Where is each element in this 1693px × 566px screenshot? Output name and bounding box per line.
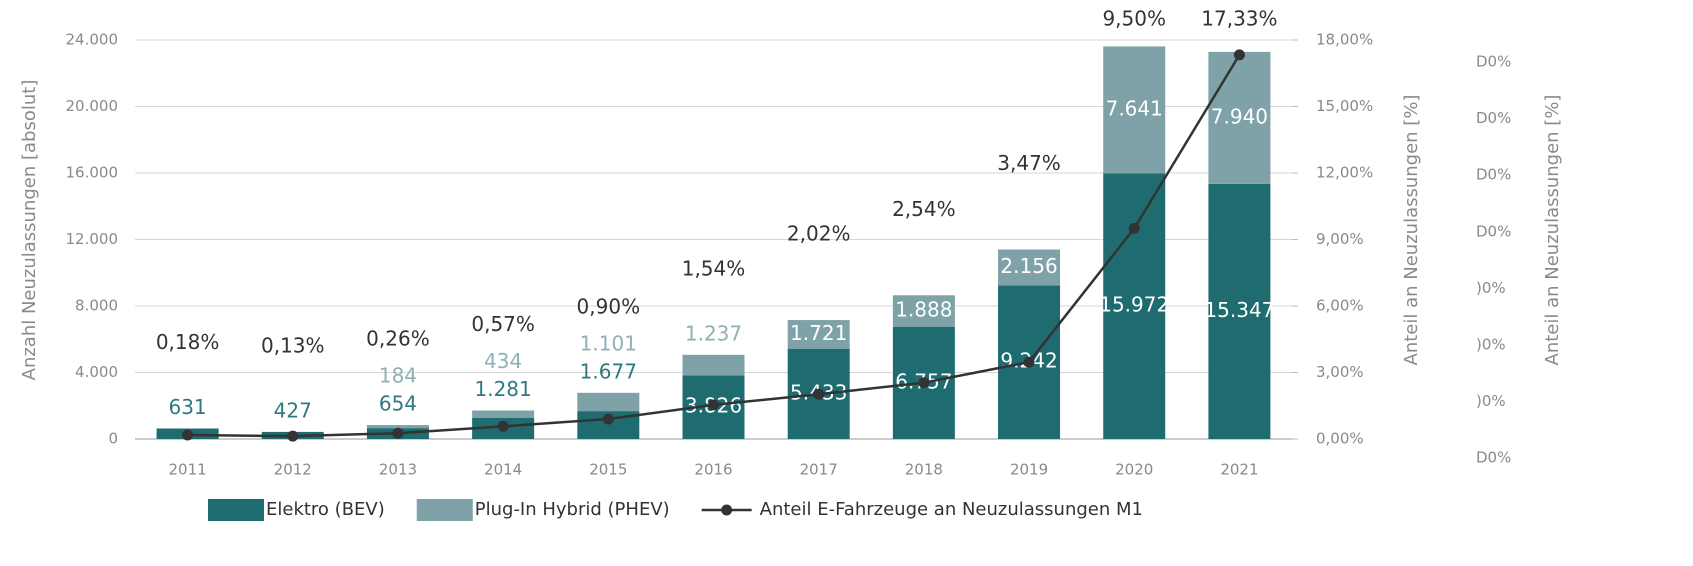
value-label: 631 <box>168 395 206 419</box>
y2-axis-title: Anteil an Neuzulassungen [%] <box>1401 95 1422 366</box>
line-marker <box>708 399 719 411</box>
bar-segment <box>366 425 429 429</box>
legend-label: Elektro (BEV) <box>266 499 385 520</box>
legend-label: Anteil E-Fahrzeuge an Neuzulassungen M1 <box>760 499 1143 520</box>
bar-segment <box>1103 46 1166 174</box>
x-tick-label: 2018 <box>905 461 943 479</box>
value-label: 2.156 <box>1000 254 1057 278</box>
bar-segment <box>1208 183 1271 439</box>
x-tick-label: 2015 <box>589 461 627 479</box>
line-marker <box>1128 222 1140 234</box>
bar-segment <box>1208 51 1271 184</box>
y-tick-label: 20.000 <box>66 97 119 115</box>
line-value-label: 3,47% <box>997 151 1061 175</box>
value-label: 15.347 <box>1204 298 1274 322</box>
overlay-tick-label: )0% <box>1476 336 1506 354</box>
value-label: 1.281 <box>475 377 532 401</box>
line-marker <box>1233 49 1245 61</box>
overlay-tick-label: D0% <box>1476 166 1511 184</box>
value-label: 7.641 <box>1106 96 1163 120</box>
x-tick-label: 2014 <box>484 461 522 479</box>
line-marker <box>813 388 825 400</box>
line-value-label: 0,13% <box>261 333 325 357</box>
y-tick-label: 16.000 <box>66 164 119 182</box>
bar-segment <box>472 410 535 418</box>
legend-swatch <box>208 499 264 521</box>
line-marker <box>602 413 614 425</box>
value-label: 15.972 <box>1099 293 1169 317</box>
value-label: 1.677 <box>580 359 637 383</box>
value-label: 7.940 <box>1211 104 1268 128</box>
x-tick-label: 2020 <box>1115 461 1153 479</box>
overlay-axis-title: Anteil an Neuzulassungen [%] <box>1542 95 1563 366</box>
overlay-tick-label: )0% <box>1476 279 1506 297</box>
y2-tick-label: 3,00% <box>1316 363 1364 381</box>
y-tick-label: 0 <box>108 430 118 448</box>
y2-tick-label: 9,00% <box>1316 230 1364 248</box>
line-marker <box>182 429 194 441</box>
y2-tick-label: 6,00% <box>1316 297 1364 315</box>
legend-label: Plug-In Hybrid (PHEV) <box>475 499 670 520</box>
y-tick-label: 24.000 <box>66 31 119 49</box>
value-label: 1.237 <box>685 321 742 345</box>
x-tick-label: 2019 <box>1010 461 1048 479</box>
bar-segment <box>1103 173 1166 439</box>
y2-tick-label: 12,00% <box>1316 164 1373 182</box>
line-marker <box>287 430 299 442</box>
y-tick-label: 8.000 <box>75 297 118 315</box>
bar-segment <box>682 354 745 376</box>
x-tick-label: 2016 <box>694 461 732 479</box>
legend-marker <box>721 504 733 516</box>
x-tick-label: 2011 <box>168 461 206 479</box>
x-tick-label: 2021 <box>1220 461 1258 479</box>
bar-segment <box>787 320 850 349</box>
line-value-label: 17,33% <box>1201 7 1277 31</box>
line-value-label: 0,90% <box>577 294 641 318</box>
x-tick-label: 2012 <box>274 461 312 479</box>
overlay-tick-label: D0% <box>1476 109 1511 127</box>
value-label: 654 <box>379 392 417 416</box>
overlay-tick-label: D0% <box>1476 53 1511 71</box>
line-value-label: 0,57% <box>471 312 535 336</box>
value-label: 1.101 <box>580 331 637 355</box>
x-tick-label: 2013 <box>379 461 417 479</box>
overlay-tick-label: D0% <box>1476 449 1511 467</box>
value-label: 427 <box>274 398 312 422</box>
y2-tick-label: 18,00% <box>1316 31 1373 49</box>
value-label: 1.888 <box>895 297 952 321</box>
value-label: 434 <box>484 349 522 373</box>
line-value-label: 0,18% <box>156 330 220 354</box>
bar-segment <box>577 392 640 412</box>
line-value-label: 1,54% <box>682 256 746 280</box>
y2-tick-label: 0,00% <box>1316 430 1364 448</box>
y-tick-label: 4.000 <box>75 363 118 381</box>
bar-segment <box>998 249 1061 286</box>
legend-swatch <box>416 499 473 521</box>
line-value-label: 0,26% <box>366 327 430 351</box>
line-marker <box>1023 356 1035 368</box>
value-label: 184 <box>379 364 417 388</box>
line-value-label: 9,50% <box>1102 7 1166 31</box>
y-tick-label: 12.000 <box>66 230 119 248</box>
line-marker <box>918 377 930 389</box>
overlay-tick-label: )0% <box>1476 392 1506 410</box>
line-value-label: 2,54% <box>892 197 956 221</box>
y2-tick-label: 15,00% <box>1316 97 1373 115</box>
y-axis-title: Anzahl Neuzulassungen [absolut] <box>19 80 40 381</box>
x-tick-label: 2017 <box>800 461 838 479</box>
line-value-label: 2,02% <box>787 222 851 246</box>
overlay-tick-label: D0% <box>1476 222 1511 240</box>
line-marker <box>497 420 509 432</box>
value-label: 1.721 <box>790 321 847 345</box>
bar-segment <box>892 295 955 327</box>
line-marker <box>392 427 404 439</box>
